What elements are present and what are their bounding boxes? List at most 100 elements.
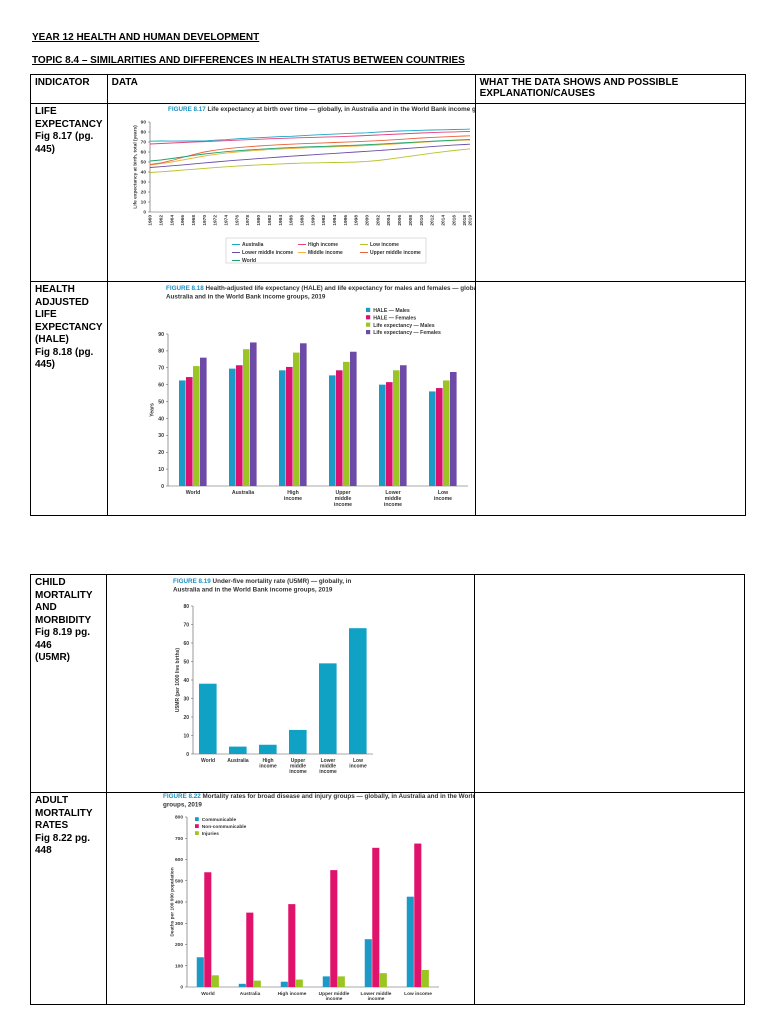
table-row-adult-mortality: ADULT MORTALITY RATES Fig 8.22 pg. 448 FIGU… <box>30 792 745 1005</box>
x-tick-label: 2002 <box>375 215 381 226</box>
x-tick-label: Upper <box>291 758 306 764</box>
adult-mortality-bar-chart: FIGURE 8.22 Mortality rates for broad di… <box>163 793 518 1002</box>
indicator-label: CHILD MORTALITY AND MORBIDITY Fig 8.19 pg. 4… <box>35 577 102 665</box>
y-axis-label: U5MR (per 1000 live births) <box>175 648 181 713</box>
y-axis-label: Life expectancy at birth, total (years) <box>132 125 138 209</box>
series-line <box>149 135 470 165</box>
bar <box>319 663 337 754</box>
x-tick-label: Low <box>437 490 448 496</box>
legend-label: Middle income <box>308 250 343 256</box>
u5mr-bar-chart: FIGURE 8.19 Under-five mortality rate (U… <box>173 578 373 775</box>
indicator-label: LIFE EXPECTANCY Fig 8.17 (pg. 445) <box>35 106 103 156</box>
x-tick-label: 1976 <box>234 215 240 226</box>
legend-label: Lower middle income <box>242 250 293 256</box>
bar <box>238 983 246 987</box>
x-tick-label: 1996 <box>342 215 348 226</box>
y-tick-label: 70 <box>140 140 146 146</box>
x-tick-label: 1988 <box>299 215 305 226</box>
explanation-answer-cell[interactable] <box>474 574 745 793</box>
x-tick-label: 2004 <box>386 215 392 226</box>
table-row-child-mortality: CHILD MORTALITY AND MORBIDITY Fig 8.19 pg. 4… <box>30 574 745 793</box>
bar <box>378 384 386 486</box>
x-tick-label: High income <box>278 991 307 997</box>
bar <box>385 382 393 486</box>
indicator-label-line: Fig 8.18 (pg. <box>35 346 94 358</box>
x-tick-label: income <box>259 764 277 770</box>
bar <box>185 377 193 486</box>
x-tick-label: 1970 <box>201 215 207 226</box>
legend-label: Life expectancy — Males <box>373 323 435 329</box>
x-tick-label: income <box>434 496 452 502</box>
indicator-label-line: HEALTH <box>35 284 75 295</box>
y-tick-label: 30 <box>140 180 146 186</box>
hale-bar-chart: FIGURE 8.18 Health-adjusted life expecta… <box>149 285 492 508</box>
y-tick-label: 50 <box>140 160 146 166</box>
y-tick-label: 20 <box>183 715 189 721</box>
bar <box>242 349 250 486</box>
data-cell: FIGURE 8.17 Life expectancy at birth ove… <box>106 103 493 282</box>
bar <box>289 729 307 754</box>
table-row-life-expectancy: LIFE EXPECTANCY Fig 8.17 (pg. 445) FIGURE 8… <box>30 103 746 282</box>
y-tick-label: 10 <box>158 467 164 473</box>
explanation-answer-cell[interactable] <box>474 792 745 1005</box>
x-tick-label: High <box>287 490 299 496</box>
bar <box>299 343 307 486</box>
legend-swatch <box>365 307 370 312</box>
bar <box>199 683 217 754</box>
indicator-label-line: ADULT <box>35 795 69 806</box>
x-tick-label: World <box>201 758 215 764</box>
y-axis-label: Years <box>149 403 155 417</box>
data-cell: FIGURE 8.22 Mortality rates for broad di… <box>106 792 518 1005</box>
figure-caption: FIGURE 8.22 Mortality rates for broad di… <box>163 793 474 800</box>
indicator-label-line: AND <box>35 602 57 613</box>
header-indicator: INDICATOR <box>30 74 108 104</box>
bar <box>211 975 219 987</box>
bar <box>322 976 330 987</box>
series-line <box>149 148 470 173</box>
explanation-answer-cell[interactable] <box>474 103 746 282</box>
x-tick-label: 1962 <box>158 215 164 226</box>
data-cell: FIGURE 8.19 Under-five mortality rate (U… <box>106 574 475 793</box>
explanation-answer-cell[interactable] <box>474 281 746 516</box>
legend-label: Low income <box>370 242 399 248</box>
x-tick-label: 1972 <box>212 215 218 226</box>
bar <box>428 391 436 486</box>
x-tick-label: Upper middle <box>319 991 350 997</box>
x-tick-label: Australia <box>232 490 254 496</box>
x-tick-label: 1994 <box>332 215 338 226</box>
bar <box>342 361 350 486</box>
bar <box>288 904 296 987</box>
x-tick-label: 2019 <box>467 215 473 226</box>
x-tick-label: 1974 <box>223 215 229 226</box>
indicator-cell: ADULT MORTALITY RATES Fig 8.22 pg. 448 <box>30 792 107 1005</box>
topic-heading: TOPIC 8.4 – SIMILARITIES AND DIFFERENCES… <box>32 55 465 66</box>
document-title: YEAR 12 HEALTH AND HUMAN DEVELOPMENT <box>32 32 260 43</box>
legend-swatch <box>195 831 199 835</box>
x-tick-label: income <box>349 764 367 770</box>
indicator-label-line: MORBIDITY <box>35 614 92 626</box>
bar <box>399 365 407 486</box>
x-tick-label: 2000 <box>364 215 370 226</box>
x-tick-label: 1998 <box>353 215 359 226</box>
indicator-label-line: (HALE) <box>35 334 69 345</box>
y-tick-label: 80 <box>158 349 164 355</box>
legend-label: Upper middle income <box>370 250 421 256</box>
x-tick-label: World <box>185 490 200 496</box>
y-tick-label: 0 <box>186 752 189 758</box>
x-tick-label: High <box>262 758 273 764</box>
indicator-label-line: Fig 8.17 (pg. <box>35 131 94 142</box>
indicator-label-line: LIFE <box>35 106 57 117</box>
bar <box>249 342 257 486</box>
x-tick-label: income <box>284 496 302 502</box>
x-tick-label: income <box>289 769 307 775</box>
legend-label: Life expectancy — Females <box>373 330 441 336</box>
y-tick-label: 80 <box>183 604 189 610</box>
y-tick-label: 80 <box>140 130 146 136</box>
indicator-label-line: RATES <box>35 820 69 831</box>
bar <box>228 368 236 486</box>
y-tick-label: 700 <box>175 836 183 842</box>
bar <box>435 388 443 486</box>
y-tick-label: 0 <box>180 985 183 991</box>
x-tick-label: Australia <box>227 758 249 764</box>
legend-swatch <box>365 315 370 320</box>
